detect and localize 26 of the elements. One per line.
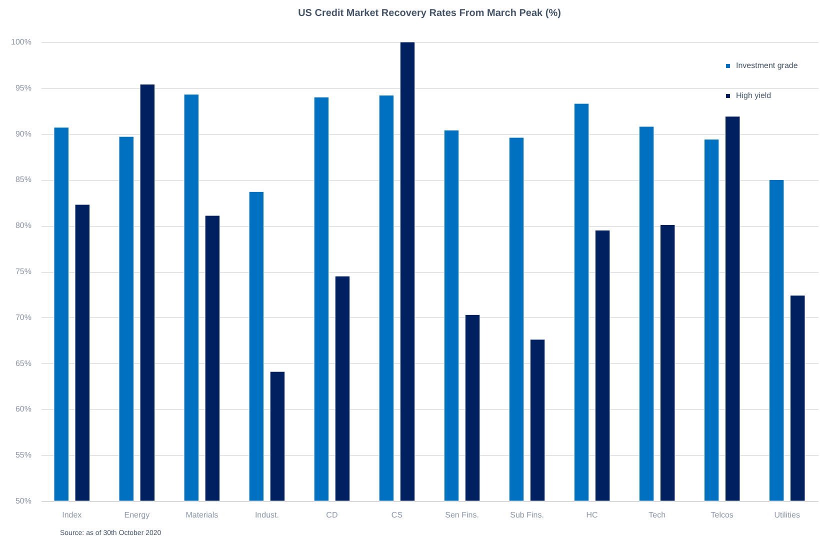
legend-label: High yield <box>736 91 772 100</box>
y-tick-label: 65% <box>15 358 32 368</box>
x-tick-label: CD <box>326 510 338 520</box>
y-tick-label: 60% <box>15 404 32 414</box>
x-tick-label: Tech <box>648 510 666 520</box>
x-tick-label: Index <box>62 510 82 520</box>
x-tick-label: HC <box>586 510 598 520</box>
y-tick-label: 80% <box>15 221 32 230</box>
x-tick-label: Sen Fins. <box>445 510 479 520</box>
x-tick-label: Sub Fins. <box>510 510 544 520</box>
x-tick-label: Utilities <box>774 510 800 520</box>
y-tick-label: 70% <box>15 312 32 322</box>
x-tick-label: Indust. <box>254 510 279 520</box>
y-tick-label: 85% <box>15 175 32 184</box>
y-tick-label: 90% <box>15 129 32 138</box>
y-tick-label: 95% <box>15 83 32 92</box>
y-tick-label: 100% <box>11 38 32 46</box>
x-tick-label: Telcos <box>710 510 734 520</box>
legend-label: Investment grade <box>736 61 798 70</box>
chart-title: US Credit Market Recovery Rates From March Peak (%) <box>298 8 561 19</box>
y-tick-label: 75% <box>15 267 32 276</box>
x-tick-label: Energy <box>124 510 150 520</box>
x-tick-label: Materials <box>186 510 218 520</box>
y-tick-label: 50% <box>15 496 32 506</box>
y-tick-label: 55% <box>15 450 32 460</box>
x-tick-label: CS <box>391 510 403 520</box>
